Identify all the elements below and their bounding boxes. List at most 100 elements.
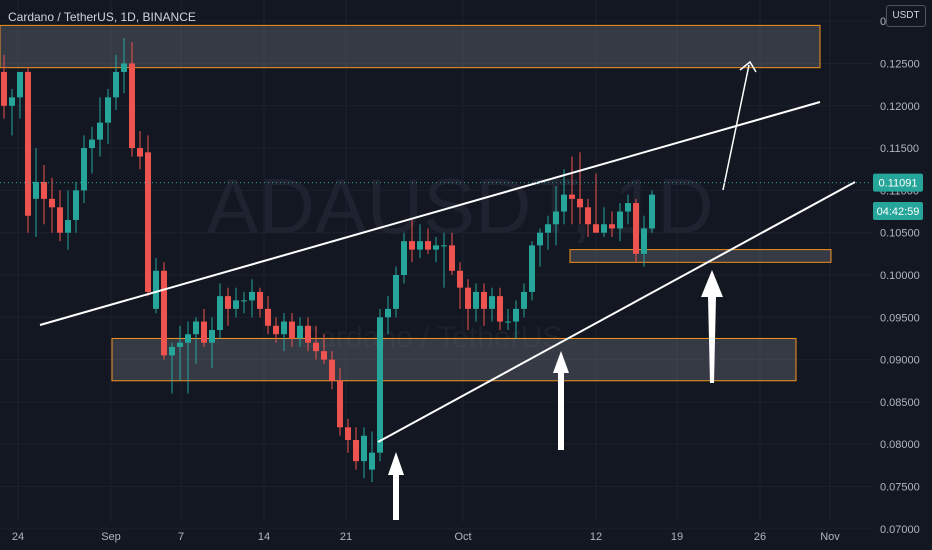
candle-body [9,97,15,106]
candle-body [641,228,647,254]
candle-body [601,224,607,233]
candle-body [17,71,23,98]
candle-body [161,270,167,356]
zone-rect [111,337,797,382]
candle-body [209,330,215,343]
candle-body [177,342,183,347]
candle-body [113,71,119,98]
candle-body [585,207,591,225]
currency-button[interactable]: USDT [886,5,926,27]
time-tick-label: 26 [754,531,766,543]
candle-body [233,300,239,309]
last-price-label: 0.11091 [879,178,918,190]
candle-body [81,148,87,191]
candle-body [441,245,447,247]
candle-body [121,63,127,72]
countdown-badge [873,202,923,220]
candle-body [489,296,495,309]
price-tick-label: 0.08000 [880,439,920,451]
countdown-label: 04:42:59 [877,206,920,218]
candle-body [353,440,359,462]
price-tick-label: 0.12000 [880,101,920,113]
time-tick-label: 19 [671,531,683,543]
candle-body [281,321,287,335]
candle-body [129,63,135,149]
candle-body [193,321,199,335]
candle-body [65,220,71,233]
candle-body [537,232,543,246]
price-tick-label: 0.08500 [880,397,920,409]
candle-body [529,245,535,292]
zone-rect [569,249,832,263]
candle-body [329,359,335,381]
candle-body [569,194,575,199]
candle-body [169,346,175,356]
time-tick-label: 7 [178,531,184,543]
candle-body [561,194,567,212]
candle-body [473,291,479,309]
candle-body [425,241,431,250]
up-arrow-icon [553,351,569,450]
candle-body [73,190,79,220]
price-tick-label: 0.10500 [880,228,920,240]
candle-body [553,211,559,225]
up-arrow-icon [388,452,404,520]
price-tick-label: 0.11500 [880,143,919,155]
candle-body [265,308,271,326]
candle-body [33,181,39,199]
lower-trendline [377,181,856,443]
price-tick-label: 0.10000 [880,270,920,282]
candle-body [577,198,583,208]
time-tick-label: Nov [820,531,840,543]
candle-body [273,325,279,335]
candle-body [345,427,351,440]
price-tick-label: 0.09000 [880,355,920,367]
target-arrow-icon [722,60,757,191]
candle-body [433,245,439,250]
candle-body [521,291,527,309]
time-tick-label: Sep [101,531,121,543]
candle-body [449,245,455,271]
candle-body [153,270,159,309]
price-tick-label: 0.07500 [880,482,920,494]
candle-body [297,325,303,339]
price-tick-label: 0.07000 [880,524,920,536]
candle-body [97,122,103,140]
watermark-name: Cardano / TetherUS [298,321,563,354]
candle-body [241,300,247,302]
candle-body [137,148,143,157]
candle-body [105,97,111,123]
candle-body [513,308,519,322]
candle-body [401,241,407,275]
candle-body [361,435,367,462]
upper-trendline [39,101,821,326]
candle-body [385,308,391,318]
candle-body [201,321,207,343]
candle-body [457,270,463,288]
candle-body [625,203,631,212]
last-price-badge [873,173,923,192]
candle-body [337,380,343,428]
candle-body [225,296,231,309]
chart-title: Cardano / TetherUS, 1D, BINANCE [8,10,196,24]
time-tick-label: 21 [340,531,352,543]
candle-body [393,275,399,309]
candle-body [633,203,639,254]
candle-body [49,198,55,208]
up-arrow-icon [701,270,723,383]
candle-body [481,291,487,309]
price-tick-label: 0.09500 [880,312,920,324]
candle-body [57,207,63,233]
candle-body [249,291,255,301]
candle-body [41,181,47,199]
price-tick-label: 0.12500 [880,58,920,70]
candle-body [145,152,151,292]
candle-body [1,71,7,106]
time-tick-label: 14 [258,531,270,543]
candle-body [609,224,615,229]
candle-body [321,351,327,360]
drawings [39,60,856,520]
candle-body [465,287,471,309]
time-tick-label: 12 [590,531,602,543]
